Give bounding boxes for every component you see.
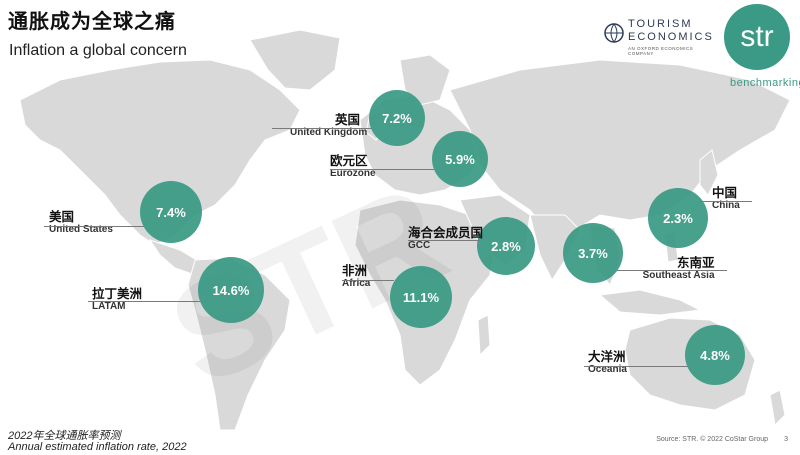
sea-bubble: 3.7% <box>563 223 623 283</box>
tourism-economics-logo: TOURISM ECONOMICS AN OXFORD ECONOMICS CO… <box>604 18 714 58</box>
tourism-economics-tagline: AN OXFORD ECONOMICS COMPANY <box>628 46 694 56</box>
china-bubble: 2.3% <box>648 188 708 248</box>
africa-label-en: Africa <box>342 278 371 290</box>
page-subtitle: Inflation a global concern <box>9 42 187 59</box>
latam-bubble: 14.6% <box>198 257 264 323</box>
oceania-label-cn: 大洋洲 <box>588 350 626 364</box>
latam-label: 拉丁美洲 LATAM <box>92 287 142 313</box>
oceania-label-en: Oceania <box>588 364 627 376</box>
gcc-label-cn: 海合会成员国 <box>408 226 484 240</box>
gcc-label-en: GCC <box>408 240 431 252</box>
sea-leader-line <box>617 270 727 271</box>
uk-leader-line <box>272 128 372 129</box>
africa-leader-line <box>342 280 394 281</box>
gcc-label: 海合会成员国 GCC <box>408 226 483 252</box>
sea-label: 东南亚 Southeast Asia <box>639 256 715 282</box>
source-note: Source: STR. © 2022 CoStar Group <box>656 436 768 443</box>
latam-label-cn: 拉丁美洲 <box>92 287 143 301</box>
str-logo: str <box>724 4 790 70</box>
latam-label-en: LATAM <box>92 301 126 313</box>
indonesia-landmass <box>598 289 702 316</box>
us-label-en: United States <box>49 224 113 236</box>
eurozone-bubble: 5.9% <box>432 131 488 187</box>
uk-label-en: United Kingdom <box>290 127 368 139</box>
us-label-cn: 美国 <box>49 210 75 224</box>
tourism-economics-line1: TOURISM <box>628 18 693 30</box>
page-number: 3 <box>784 436 788 443</box>
footnote-en: Annual estimated inflation rate, 2022 <box>8 441 187 453</box>
str-tagline: benchmarking <box>730 77 800 89</box>
north-america-landmass <box>19 59 301 246</box>
gcc-leader-line <box>408 240 480 241</box>
eurozone-label-cn: 欧元区 <box>330 154 368 168</box>
us-bubble: 7.4% <box>140 181 202 243</box>
oceania-label: 大洋洲 Oceania <box>588 350 627 376</box>
tourism-economics-line2: ECONOMICS <box>628 31 714 43</box>
japan-landmass <box>699 149 719 196</box>
eurozone-label: 欧元区 Eurozone <box>330 154 376 180</box>
uk-label-cn: 英国 <box>335 113 361 127</box>
madagascar-landmass <box>477 314 491 357</box>
footnote-cn: 2022年全球通胀率预测 <box>8 430 121 442</box>
uk-bubble: 7.2% <box>369 90 425 146</box>
eurozone-leader-line <box>330 169 434 170</box>
sea-label-cn: 东南亚 <box>677 256 715 270</box>
oceania-bubble: 4.8% <box>685 325 745 385</box>
china-leader-line <box>700 201 752 202</box>
us-leader-line <box>44 226 144 227</box>
page-title: 通胀成为全球之痛 <box>8 11 176 33</box>
oceania-leader-line <box>584 366 688 367</box>
sea-label-en: Southeast Asia <box>642 270 715 282</box>
uk-label: 英国 United Kingdom <box>290 113 367 139</box>
china-label-cn: 中国 <box>712 186 738 200</box>
scandinavia-landmass <box>399 54 451 106</box>
gcc-bubble: 2.8% <box>477 217 535 275</box>
africa-bubble: 11.1% <box>390 266 452 328</box>
eurozone-label-en: Eurozone <box>330 168 376 180</box>
latam-leader-line <box>88 301 200 302</box>
greenland-landmass <box>249 29 341 91</box>
africa-label: 非洲 Africa <box>342 264 370 290</box>
new-zealand-landmass <box>769 389 786 427</box>
globe-icon <box>604 23 624 43</box>
us-label: 美国 United States <box>49 210 113 236</box>
china-label-en: China <box>712 200 740 212</box>
china-label: 中国 China <box>712 186 740 212</box>
africa-label-cn: 非洲 <box>342 264 368 278</box>
